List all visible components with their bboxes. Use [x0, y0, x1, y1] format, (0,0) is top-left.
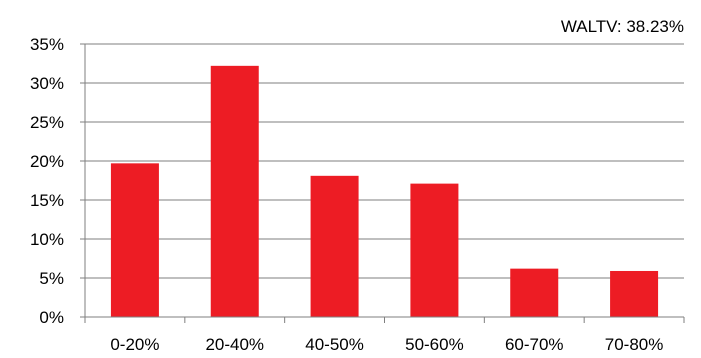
y-tick-label: 0% — [39, 308, 64, 327]
y-tick-label: 10% — [30, 230, 64, 249]
x-tick-label: 0-20% — [110, 335, 159, 354]
x-tick-label: 50-60% — [405, 335, 464, 354]
y-tick-label: 5% — [39, 269, 64, 288]
y-tick-label: 35% — [30, 35, 64, 54]
bar — [310, 175, 359, 317]
y-tick-label: 15% — [30, 191, 64, 210]
bar — [210, 65, 259, 317]
y-tick-label: 25% — [30, 113, 64, 132]
x-tick-labels: 0-20% 20-40% 40-50% 50-60% 60-70% 70-80% — [110, 335, 663, 354]
bar — [610, 270, 659, 317]
bar — [410, 183, 459, 317]
bar — [510, 268, 559, 317]
y-tick-label: 30% — [30, 74, 64, 93]
axes — [80, 43, 685, 323]
y-tick-label: 20% — [30, 152, 64, 171]
waltv-annotation: WALTV: 38.23% — [561, 17, 684, 36]
x-tick-label: 70-80% — [605, 335, 664, 354]
x-tick-label: 20-40% — [205, 335, 264, 354]
gridlines — [85, 43, 684, 279]
bar — [110, 163, 159, 317]
x-tick-label: 40-50% — [305, 335, 364, 354]
bars — [110, 65, 659, 317]
y-tick-labels: 0% 5% 10% 15% 20% 25% 30% 35% — [30, 35, 64, 327]
x-tick-label: 60-70% — [505, 335, 564, 354]
